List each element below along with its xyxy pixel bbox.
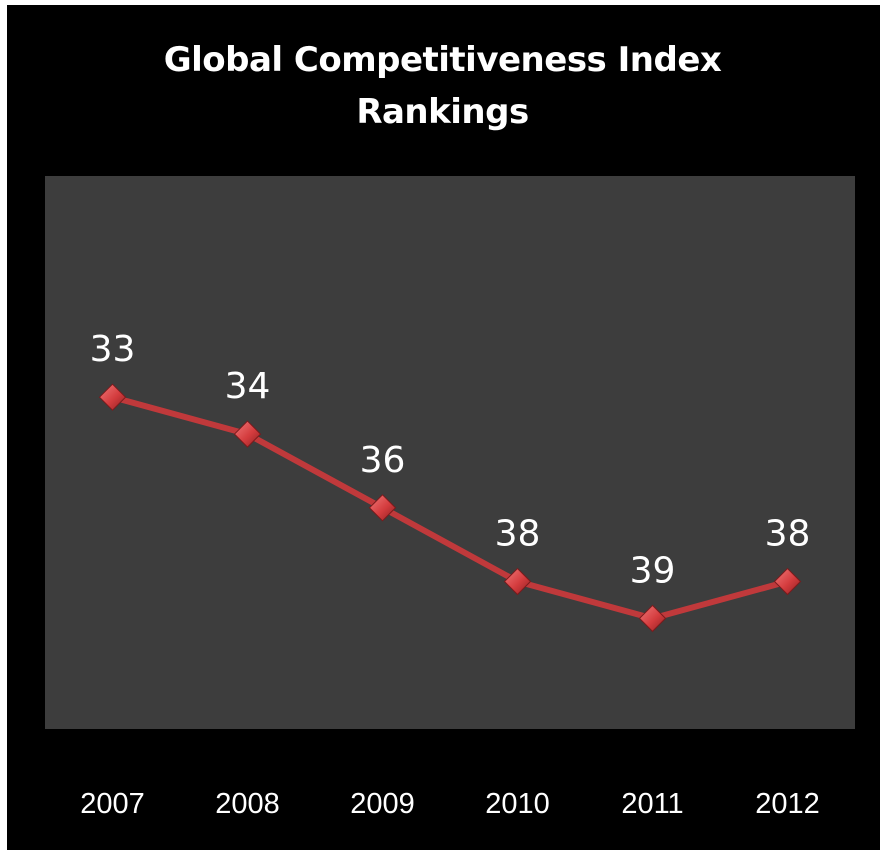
x-tick-label: 2012 — [755, 788, 820, 820]
data-point-marker — [503, 567, 532, 596]
chart-title-line-1: Global Competitiveness Index — [163, 40, 722, 80]
data-label: 39 — [630, 550, 676, 591]
x-tick-label: 2009 — [350, 788, 415, 820]
data-point-marker — [98, 383, 127, 411]
x-tick-label: 2011 — [621, 788, 683, 820]
chart-title-line-2: Rankings — [356, 92, 529, 132]
data-label: 38 — [495, 514, 541, 555]
chart-title: Global Competitiveness Index Rankings — [0, 34, 885, 138]
data-label: 38 — [765, 514, 811, 555]
series-line — [109, 394, 791, 622]
data-label: 33 — [90, 329, 136, 370]
x-tick-label: 2007 — [80, 788, 145, 820]
data-point-marker — [368, 494, 397, 522]
data-label: 34 — [225, 366, 271, 407]
x-tick-label: 2010 — [485, 788, 550, 820]
data-label: 36 — [360, 440, 406, 481]
data-point-marker — [773, 567, 802, 596]
x-tick-label: 2008 — [215, 788, 280, 820]
plot-area — [45, 176, 855, 729]
data-point-marker — [233, 420, 262, 448]
data-point-marker — [638, 604, 667, 633]
